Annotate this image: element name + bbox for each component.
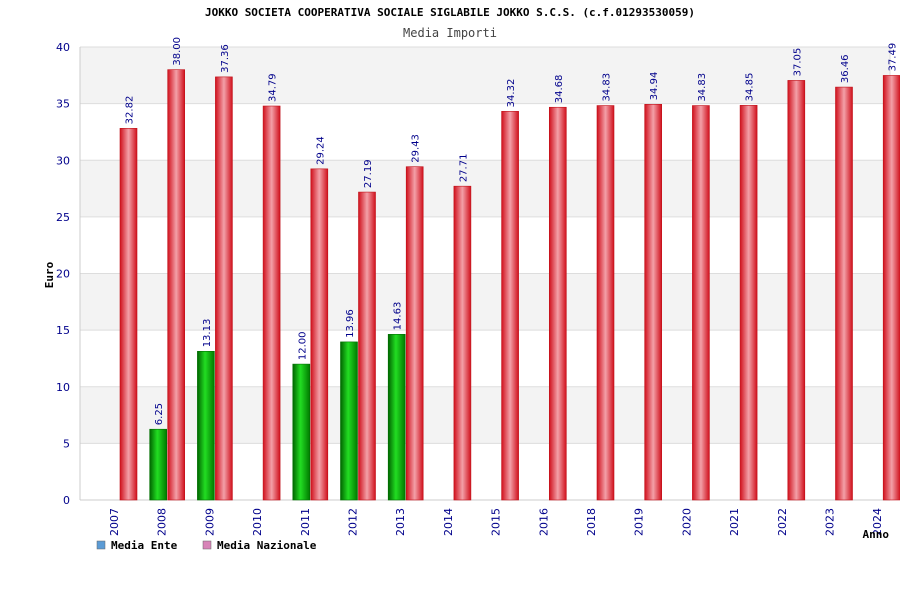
data-label: 34.68 — [554, 75, 565, 104]
bar-media-nazionale — [310, 168, 329, 501]
bar-media-nazionale — [692, 105, 710, 501]
bar-media-nazionale — [453, 185, 472, 501]
grid-band — [80, 103, 890, 161]
data-label: 32.82 — [125, 96, 136, 125]
data-label: 29.24 — [315, 136, 326, 165]
y-tick-label: 10 — [56, 381, 70, 394]
x-tick-label: 2007 — [108, 508, 121, 536]
data-label: 38.00 — [172, 37, 183, 66]
bar-media-ente — [292, 363, 311, 501]
y-tick-label: 30 — [56, 154, 70, 167]
data-label: 37.05 — [792, 48, 803, 77]
x-tick-label: 2013 — [394, 508, 407, 536]
data-label: 29.43 — [411, 134, 422, 163]
legend: Media Ente Media Nazionale — [96, 539, 317, 552]
bar-media-ente — [340, 341, 358, 501]
grid-band — [80, 160, 890, 217]
bar-media-ente — [197, 351, 215, 501]
data-label: 34.83 — [602, 73, 613, 102]
x-tick-label: 2023 — [824, 508, 837, 536]
chart-subtitle: Media Importi — [403, 26, 497, 40]
data-label: 37.49 — [888, 43, 899, 72]
data-label: 34.32 — [506, 79, 517, 108]
x-tick-label: 2022 — [776, 508, 789, 536]
bar-media-nazionale — [262, 105, 281, 501]
x-tick-label: 2019 — [633, 508, 646, 536]
plot-area: 0 5 10 15 20 25 30 35 40 2007 32.82 2008 6.25 38.00 20… — [56, 37, 900, 536]
data-label: 14.63 — [393, 302, 404, 331]
y-tick-label: 40 — [56, 41, 70, 54]
data-label: 34.94 — [649, 72, 660, 101]
data-label: 37.36 — [220, 44, 231, 73]
bar-media-nazionale — [882, 75, 900, 501]
y-tick-label: 15 — [56, 324, 70, 337]
bar-media-nazionale — [596, 105, 615, 501]
x-tick-label: 2015 — [490, 508, 503, 536]
data-label: 36.46 — [840, 54, 851, 83]
y-axis-label: Euro — [43, 261, 56, 288]
bar-media-nazionale — [548, 106, 567, 501]
chart-title: JOKKO SOCIETA COOPERATIVA SOCIALE SIGLAB… — [205, 6, 695, 19]
bar-media-ente — [149, 428, 167, 501]
x-tick-label: 2020 — [680, 508, 693, 536]
data-label: 34.83 — [697, 73, 708, 102]
data-label: 27.19 — [363, 159, 374, 188]
data-label: 13.96 — [345, 309, 356, 338]
y-tick-label: 35 — [56, 98, 70, 111]
data-label: 6.25 — [154, 403, 165, 425]
bar-media-nazionale — [215, 76, 233, 501]
data-label: 12.00 — [297, 331, 308, 360]
bar-media-nazionale — [405, 166, 424, 501]
x-axis-label: Anno — [863, 528, 890, 541]
bar-media-nazionale — [739, 105, 758, 501]
bar-media-nazionale — [167, 69, 185, 501]
x-tick-label: 2016 — [537, 508, 550, 536]
x-tick-label: 2014 — [442, 508, 455, 536]
legend-label: Media Ente — [111, 539, 178, 552]
y-tick-label: 0 — [63, 494, 70, 507]
x-tick-label: 2024 — [871, 508, 884, 536]
data-label: 13.13 — [202, 319, 213, 348]
data-label: 34.79 — [268, 73, 279, 102]
grid-band — [80, 47, 890, 104]
x-tick-label: 2011 — [299, 508, 312, 536]
data-label: 34.85 — [745, 73, 756, 102]
legend-swatch — [202, 540, 212, 550]
legend-label: Media Nazionale — [217, 539, 317, 552]
x-tick-label: 2008 — [156, 508, 169, 536]
bar-media-nazionale — [787, 80, 806, 501]
bar-media-nazionale — [119, 128, 138, 501]
y-tick-label: 20 — [56, 268, 70, 281]
x-tick-label: 2018 — [585, 508, 598, 536]
grid-band — [80, 216, 890, 274]
x-tick-label: 2010 — [251, 508, 264, 536]
x-tick-label: 2012 — [347, 508, 360, 536]
bar-media-ente — [387, 334, 406, 501]
y-tick-label: 5 — [63, 437, 70, 450]
y-tick-label: 25 — [56, 211, 70, 224]
bar-media-nazionale — [644, 104, 663, 501]
bar-media-nazionale — [501, 111, 519, 501]
data-label: 27.71 — [458, 154, 469, 183]
bar-media-nazionale — [358, 191, 376, 501]
legend-swatch — [96, 540, 106, 550]
x-tick-label: 2009 — [203, 508, 216, 536]
x-tick-label: 2021 — [728, 508, 741, 536]
bar-media-nazionale — [835, 86, 853, 501]
